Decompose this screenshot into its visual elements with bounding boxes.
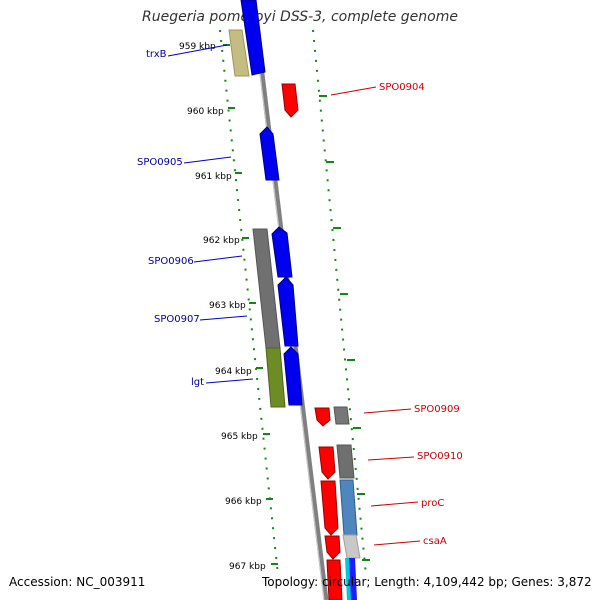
olive-feature-block[interactable]: [265, 347, 286, 408]
reverse-genes: [281, 83, 343, 600]
csaA-gene[interactable]: [324, 535, 341, 560]
SPO0909-feature-block[interactable]: [333, 406, 350, 425]
right-gene-labels: SPO0904 SPO0909 SPO0910 proC csaA: [379, 82, 463, 547]
SPO0904-gene[interactable]: [281, 83, 299, 118]
gene-label-SPO0904[interactable]: SPO0904: [379, 82, 425, 93]
SPO0910-gene[interactable]: [318, 446, 336, 480]
right-connectors: [330, 86, 421, 546]
ruler-label-963: 963 kbp: [209, 301, 246, 311]
ruler-label-959: 959 kbp: [179, 42, 216, 52]
gene-label-SPO0910[interactable]: SPO0910: [417, 451, 463, 462]
ruler-label-964: 964 kbp: [215, 367, 252, 377]
lgt-gene[interactable]: [283, 346, 303, 406]
gene-label-proC[interactable]: proC: [421, 498, 444, 509]
gene-label-lgt[interactable]: lgt: [191, 377, 204, 388]
ruler-labels: 959 kbp 960 kbp 961 kbp 962 kbp 963 kbp …: [179, 42, 266, 572]
SPO0905-gene[interactable]: [259, 126, 280, 181]
SPO0909-gene[interactable]: [314, 407, 331, 427]
genome-title: Ruegeria pomeroyi DSS-3, complete genome: [142, 9, 458, 25]
red-gene-bottom[interactable]: [326, 559, 343, 600]
csaA-feature-block[interactable]: [342, 534, 361, 559]
SPO0907-gene[interactable]: [277, 276, 299, 347]
gene-label-trxB[interactable]: trxB: [146, 49, 167, 60]
blue-feature-block[interactable]: [349, 558, 357, 600]
ruler-dotted-line: [312, 29, 367, 576]
trxB-gene[interactable]: [240, 0, 266, 76]
genome-summary-text: Topology: circular; Length: 4,109,442 bp…: [262, 575, 592, 589]
ruler-label-961: 961 kbp: [195, 172, 232, 182]
gene-label-csaA[interactable]: csaA: [423, 536, 447, 547]
ruler-label-967: 967 kbp: [229, 562, 266, 572]
ruler-label-962: 962 kbp: [203, 236, 240, 246]
trxB-feature-block[interactable]: [228, 29, 250, 77]
forward-genes: [240, 0, 303, 406]
SPO0910-feature-block[interactable]: [336, 444, 355, 479]
left-gene-labels: trxB SPO0905 SPO0906 SPO0907 lgt: [137, 49, 204, 388]
ruler-label-965: 965 kbp: [221, 432, 258, 442]
proC-gene[interactable]: [320, 480, 339, 536]
ruler-label-966: 966 kbp: [225, 497, 262, 507]
ruler-label-960: 960 kbp: [187, 107, 224, 117]
proC-feature-block[interactable]: [339, 479, 358, 536]
ruler-ticks: [223, 44, 370, 565]
accession-text: Accession: NC_003911: [9, 575, 146, 589]
left-connectors: [167, 44, 254, 384]
gene-label-SPO0906[interactable]: SPO0906: [148, 256, 194, 267]
SPO0906-gene[interactable]: [271, 226, 293, 278]
gene-label-SPO0905[interactable]: SPO0905: [137, 157, 183, 168]
gene-label-SPO0909[interactable]: SPO0909: [414, 404, 460, 415]
ruler-dotted-line: [219, 29, 279, 576]
gene-label-SPO0907[interactable]: SPO0907: [154, 314, 200, 325]
